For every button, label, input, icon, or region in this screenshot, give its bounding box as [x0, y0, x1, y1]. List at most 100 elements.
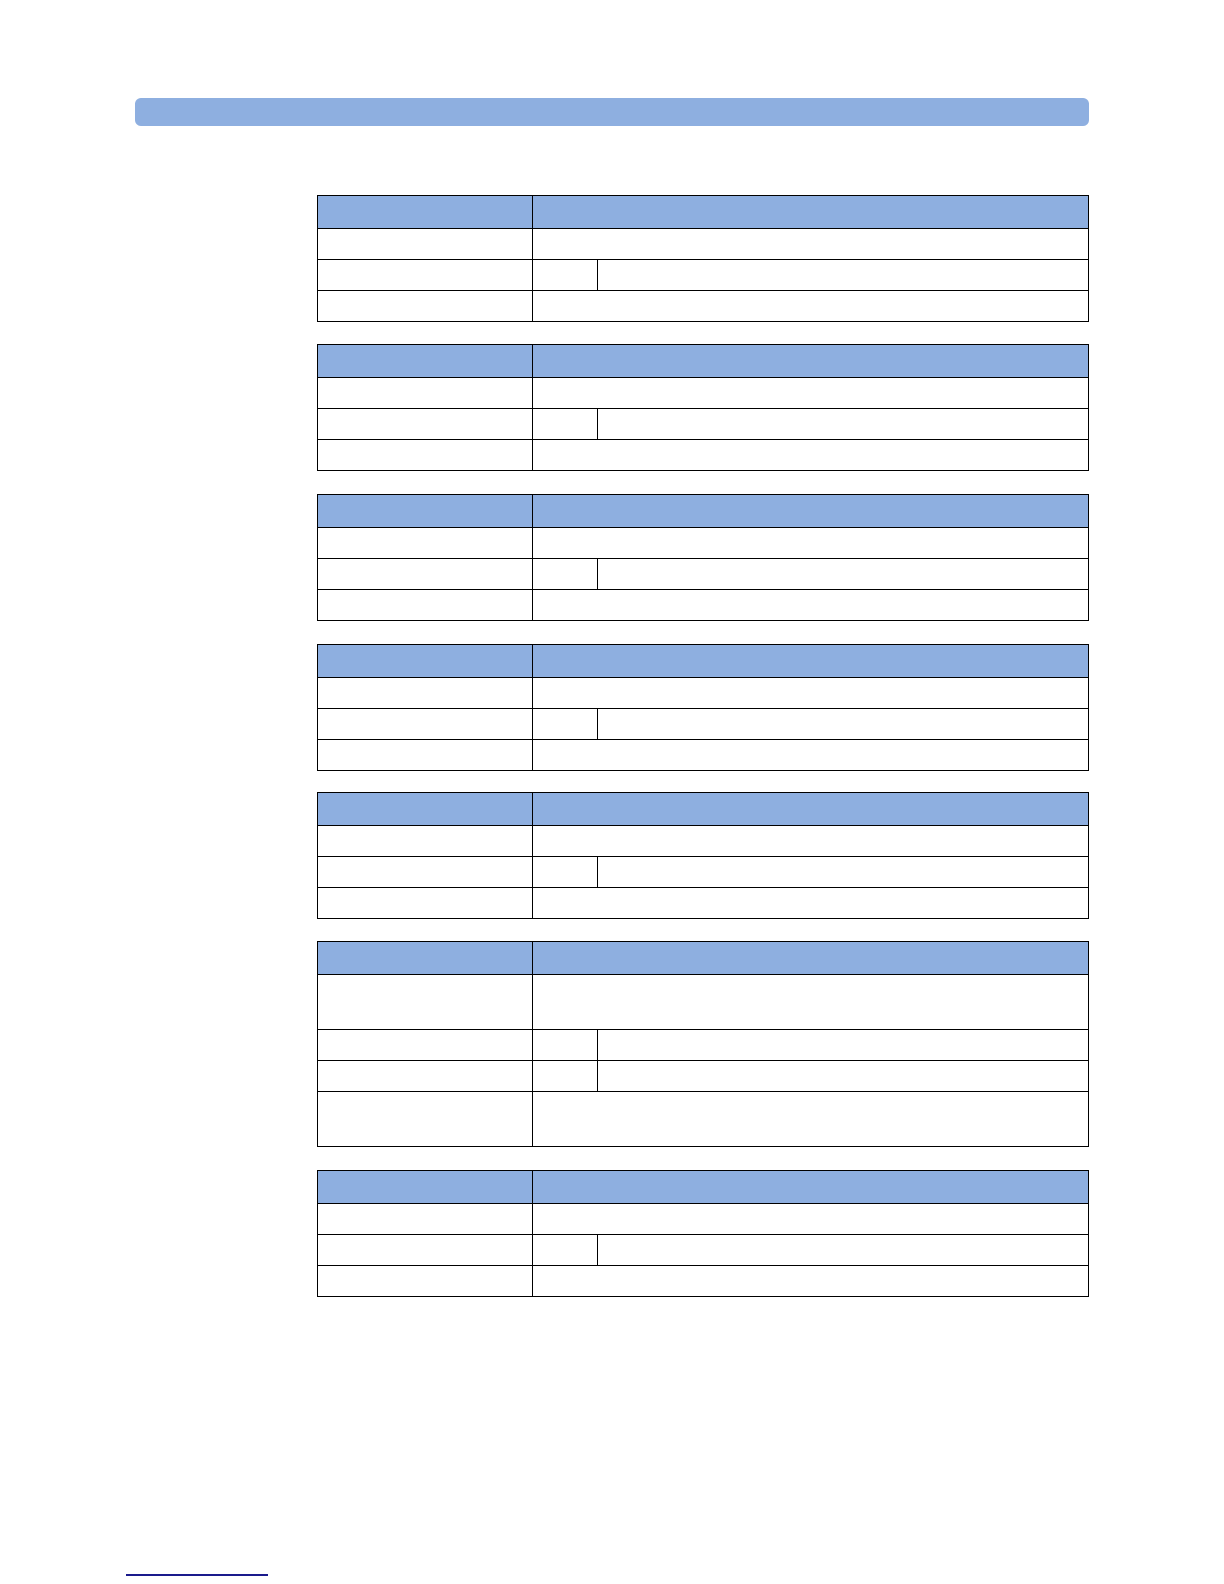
table-row: [317, 259, 1089, 291]
value-cell: [532, 677, 1089, 709]
table-row: [317, 527, 1089, 559]
table-row: [317, 1029, 1089, 1061]
label-cell: [317, 290, 533, 322]
table-row: [317, 974, 1089, 1030]
value-cell: [532, 408, 598, 440]
table-row: [317, 1234, 1089, 1266]
parameter-table: [317, 644, 1089, 771]
description-cell: [597, 1234, 1089, 1266]
label-cell: [317, 408, 533, 440]
table-row: [317, 677, 1089, 709]
table-row: [317, 1265, 1089, 1297]
parameter-table: [317, 344, 1089, 471]
label-cell: [317, 527, 533, 559]
value-cell: [532, 1265, 1089, 1297]
header-cell: [317, 494, 533, 528]
value-cell: [532, 527, 1089, 559]
section-header-bar: [135, 98, 1089, 126]
label-cell: [317, 1234, 533, 1266]
value-cell: [532, 739, 1089, 771]
value-cell: [532, 1029, 598, 1061]
table-row: [317, 739, 1089, 771]
value-cell: [532, 228, 1089, 260]
header-cell: [532, 344, 1089, 378]
label-cell: [317, 739, 533, 771]
table-header-row: [317, 644, 1089, 678]
value-cell: [532, 887, 1089, 919]
header-cell: [532, 494, 1089, 528]
table-row: [317, 558, 1089, 590]
description-cell: [597, 708, 1089, 740]
label-cell: [317, 228, 533, 260]
label-cell: [317, 887, 533, 919]
label-cell: [317, 439, 533, 471]
table-header-row: [317, 344, 1089, 378]
label-cell: [317, 1203, 533, 1235]
footer-rule: [126, 1574, 268, 1576]
table-row: [317, 439, 1089, 471]
label-cell: [317, 259, 533, 291]
header-cell: [532, 792, 1089, 826]
header-cell: [532, 644, 1089, 678]
parameter-table: [317, 494, 1089, 621]
table-header-row: [317, 494, 1089, 528]
label-cell: [317, 1265, 533, 1297]
value-cell: [532, 290, 1089, 322]
label-cell: [317, 558, 533, 590]
header-cell: [317, 644, 533, 678]
table-header-row: [317, 195, 1089, 229]
description-cell: [597, 1029, 1089, 1061]
header-cell: [317, 195, 533, 229]
header-cell: [532, 1170, 1089, 1204]
table-row: [317, 856, 1089, 888]
label-cell: [317, 377, 533, 409]
label-cell: [317, 589, 533, 621]
header-cell: [532, 941, 1089, 975]
table-header-row: [317, 941, 1089, 975]
label-cell: [317, 825, 533, 857]
table-row: [317, 1060, 1089, 1092]
parameter-table: [317, 792, 1089, 919]
table-row: [317, 825, 1089, 857]
table-row: [317, 1203, 1089, 1235]
value-cell: [532, 825, 1089, 857]
header-cell: [532, 195, 1089, 229]
value-cell: [532, 974, 1089, 1030]
label-cell: [317, 1029, 533, 1061]
description-cell: [597, 558, 1089, 590]
header-cell: [317, 792, 533, 826]
value-cell: [532, 558, 598, 590]
value-cell: [532, 439, 1089, 471]
value-cell: [532, 589, 1089, 621]
parameter-table: [317, 1170, 1089, 1297]
value-cell: [532, 377, 1089, 409]
table-row: [317, 887, 1089, 919]
label-cell: [317, 708, 533, 740]
header-cell: [317, 1170, 533, 1204]
label-cell: [317, 677, 533, 709]
table-row: [317, 290, 1089, 322]
value-cell: [532, 259, 598, 291]
table-row: [317, 377, 1089, 409]
description-cell: [597, 1060, 1089, 1092]
table-row: [317, 589, 1089, 621]
label-cell: [317, 974, 533, 1030]
parameter-table: [317, 195, 1089, 322]
value-cell: [532, 1234, 598, 1266]
header-cell: [317, 941, 533, 975]
value-cell: [532, 1060, 598, 1092]
value-cell: [532, 708, 598, 740]
table-row: [317, 408, 1089, 440]
description-cell: [597, 259, 1089, 291]
description-cell: [597, 856, 1089, 888]
table-row: [317, 708, 1089, 740]
table-header-row: [317, 1170, 1089, 1204]
value-cell: [532, 856, 598, 888]
label-cell: [317, 1091, 533, 1147]
description-cell: [597, 408, 1089, 440]
header-cell: [317, 344, 533, 378]
value-cell: [532, 1091, 1089, 1147]
parameter-table: [317, 941, 1089, 1147]
value-cell: [532, 1203, 1089, 1235]
table-row: [317, 228, 1089, 260]
